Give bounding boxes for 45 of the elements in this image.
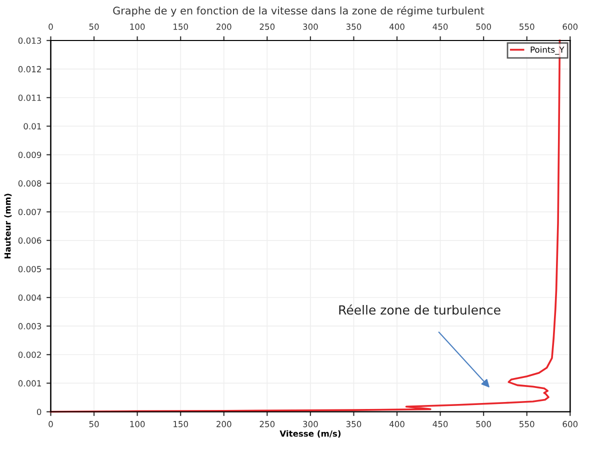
x-tick-label: 550: [520, 420, 534, 428]
annotation: Réelle zone de turbulence: [339, 304, 500, 315]
x2-tick-label: 50: [89, 24, 99, 30]
x-tick-label: 450: [432, 420, 448, 428]
y-tick-label: 0.006: [18, 237, 42, 244]
y-tick-label: 0.008: [18, 180, 42, 187]
y-tick-label: 0: [36, 408, 42, 416]
y-tick-label: 0.013: [18, 37, 42, 44]
x2-tick-label: 0: [48, 24, 53, 30]
x2-tick-label: 500: [476, 24, 491, 30]
x-axis-title: Vitesse (m/s): [280, 430, 341, 438]
x2-tick-label: 200: [216, 24, 232, 30]
y-tick-label: 0.009: [18, 152, 42, 158]
y-tick-label: 0.004: [18, 294, 42, 301]
x-tick-label: 500: [476, 420, 491, 428]
x-tick-label: 150: [174, 420, 188, 428]
x-tick-label: 300: [303, 420, 318, 428]
x2-tick-label: 550: [520, 24, 534, 30]
y-tick-label: 0.011: [18, 94, 41, 101]
y-tick-label: 0.007: [18, 208, 42, 216]
y-tick-label: 0.003: [18, 323, 42, 330]
x2-tick-label: 100: [130, 24, 145, 30]
x-tick-label: 100: [130, 420, 145, 428]
x2-tick-label: 400: [389, 24, 404, 30]
y-tick-label: 0.012: [18, 66, 41, 72]
x-tick-label: 200: [216, 420, 232, 428]
y-tick-label: 0.01: [24, 123, 41, 130]
x-tick-label: 250: [260, 420, 275, 428]
x2-tick-label: 150: [174, 24, 188, 30]
x2-tick-label: 250: [260, 24, 275, 30]
x2-tick-label: 350: [346, 24, 362, 30]
x2-tick-label: 450: [432, 24, 448, 30]
x-tick-label: 350: [346, 420, 362, 428]
x-tick-label: 50: [89, 420, 99, 428]
y-tick-label: 0.002: [18, 352, 41, 358]
y-axis-title: Hauteur (mm): [4, 194, 12, 258]
y-tick-label: 0.005: [18, 266, 41, 272]
x-tick-label: 400: [389, 420, 404, 428]
x2-tick-label: 300: [303, 24, 318, 30]
legend-label: Points_Y: [530, 46, 564, 55]
x2-tick-label: 600: [562, 24, 578, 30]
x-tick-label: 600: [562, 420, 578, 428]
chart-title: Graphe de y en fonction de la vitesse dans la zone de régime turbulent: [113, 6, 484, 17]
x-tick-label: 0: [48, 420, 53, 428]
y-tick-label: 0.001: [18, 380, 41, 386]
